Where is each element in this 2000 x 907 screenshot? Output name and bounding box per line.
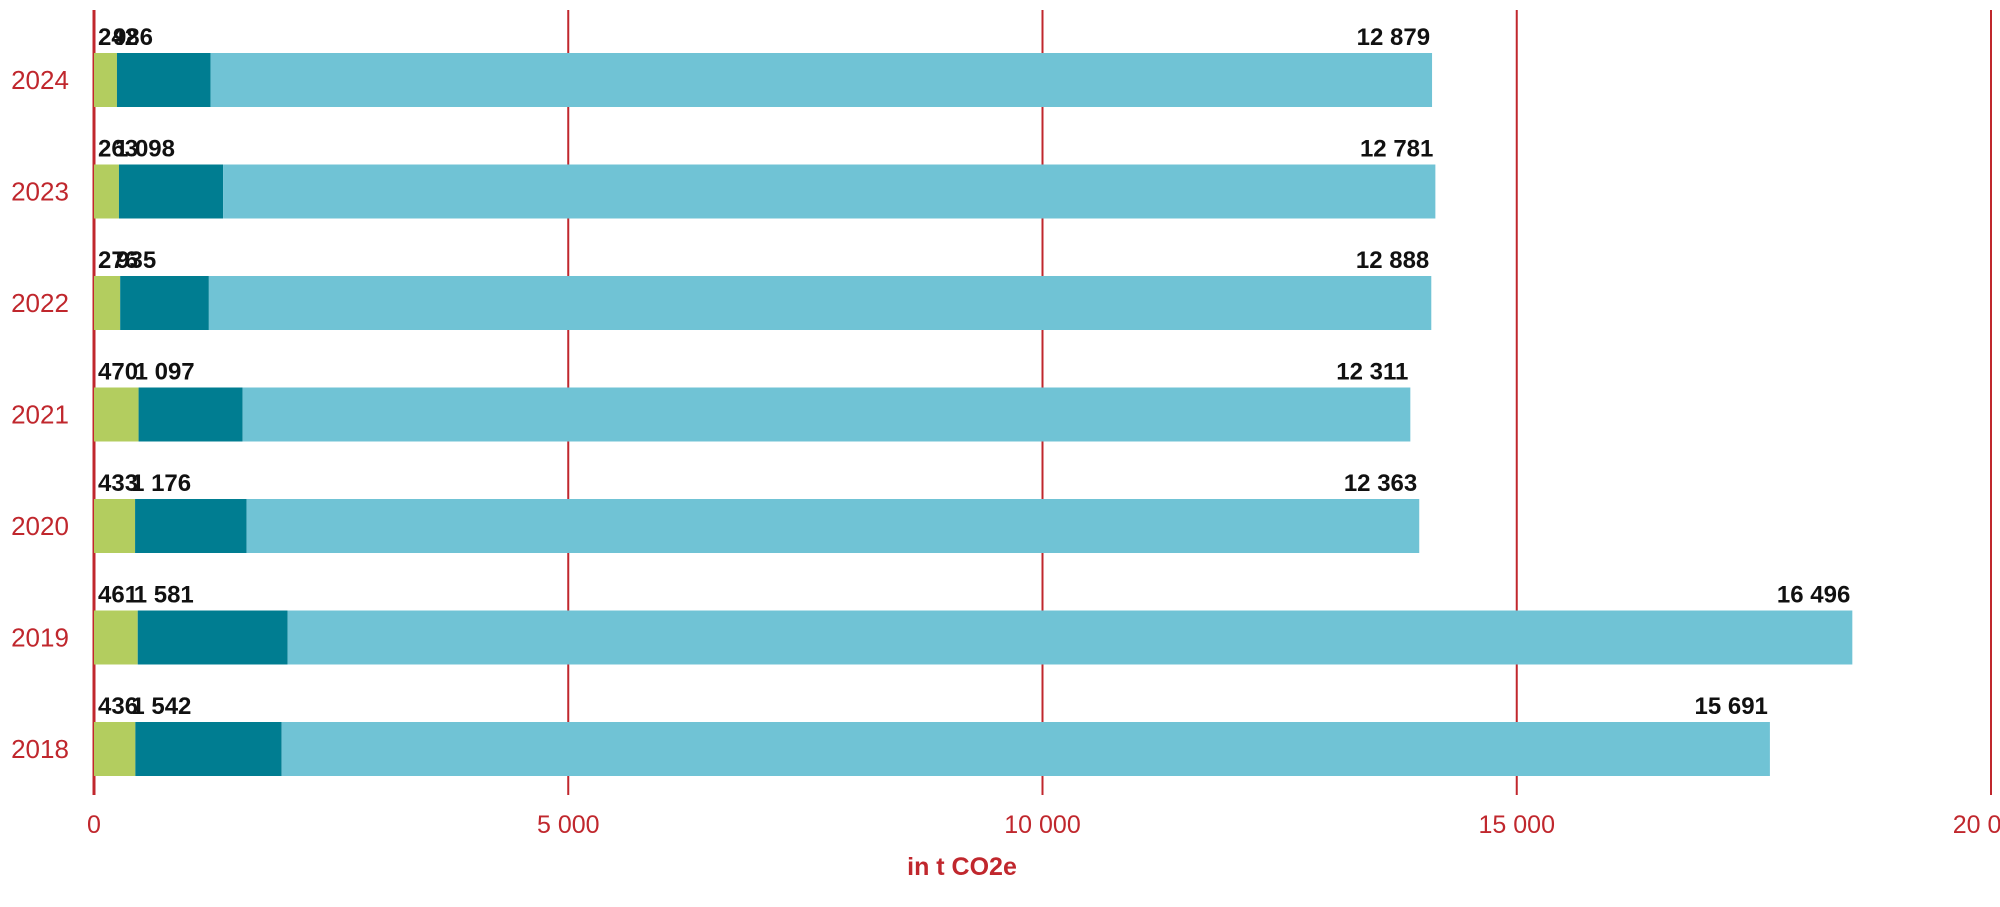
bar-segment — [246, 499, 1420, 553]
bar-segment — [94, 722, 136, 776]
x-axis-title: in t CO2e — [907, 853, 1017, 881]
x-tick-label: 0 — [87, 811, 101, 839]
data-label: 1 097 — [135, 359, 195, 386]
data-label: 12 363 — [1344, 470, 1417, 497]
data-label: 15 691 — [1694, 693, 1767, 720]
bar-segment — [94, 610, 138, 665]
data-label: 433 — [98, 470, 138, 497]
x-tick-label: 5 000 — [537, 811, 600, 839]
bar-segment — [281, 722, 1770, 776]
bar-segment — [208, 276, 1432, 330]
y-category-label: 2022 — [11, 288, 69, 318]
bar-segment — [118, 164, 224, 219]
data-label: 986 — [113, 24, 153, 51]
x-tick-label: 15 000 — [1479, 811, 1555, 839]
y-category-label: 2021 — [11, 400, 69, 430]
bar-segment — [287, 610, 1853, 665]
bar-segment — [137, 610, 288, 665]
bar-segment — [135, 722, 282, 776]
data-label: 263 — [98, 136, 138, 163]
y-category-label: 2020 — [11, 511, 69, 541]
y-category-label: 2019 — [11, 623, 69, 653]
bar-segment — [94, 164, 119, 219]
bar-segment — [94, 499, 136, 553]
bar-segment — [223, 164, 1436, 219]
data-label: 935 — [116, 247, 156, 274]
data-label: 12 888 — [1356, 247, 1429, 274]
bar-segment — [116, 53, 211, 107]
bar-segment — [242, 387, 1411, 442]
bar-stacks — [94, 53, 1853, 776]
data-label: 276 — [98, 247, 138, 274]
data-label: 242 — [98, 24, 138, 51]
data-label: 12 879 — [1357, 24, 1430, 51]
data-label: 12 781 — [1360, 136, 1433, 163]
data-label: 16 496 — [1777, 582, 1850, 609]
bar-segment — [94, 387, 139, 442]
data-label: 1 098 — [115, 136, 175, 163]
bar-segment — [94, 53, 117, 107]
y-category-label: 2024 — [11, 65, 69, 95]
data-label: 461 — [98, 582, 138, 609]
data-label: 470 — [98, 359, 138, 386]
y-axis-labels: 2024 2023 2022 2021 2020 2019 2018 — [11, 65, 69, 764]
y-category-label: 2023 — [11, 177, 69, 207]
data-label: 1 176 — [131, 470, 191, 497]
data-label: 12 311 — [1336, 359, 1408, 386]
bar-segment — [94, 276, 121, 330]
x-axis-labels: 0 5 000 10 000 15 000 20 000 — [87, 811, 2000, 839]
x-tick-label: 10 000 — [1004, 811, 1080, 839]
data-label: 1 581 — [134, 582, 194, 609]
data-label: 1 542 — [131, 693, 191, 720]
y-category-label: 2018 — [11, 734, 69, 764]
data-label: 436 — [98, 693, 138, 720]
x-tick-label: 20 000 — [1953, 811, 2000, 839]
bar-segment — [210, 53, 1433, 107]
bar-segment — [138, 387, 243, 442]
bar-segment — [120, 276, 209, 330]
bar-segment — [135, 499, 247, 553]
